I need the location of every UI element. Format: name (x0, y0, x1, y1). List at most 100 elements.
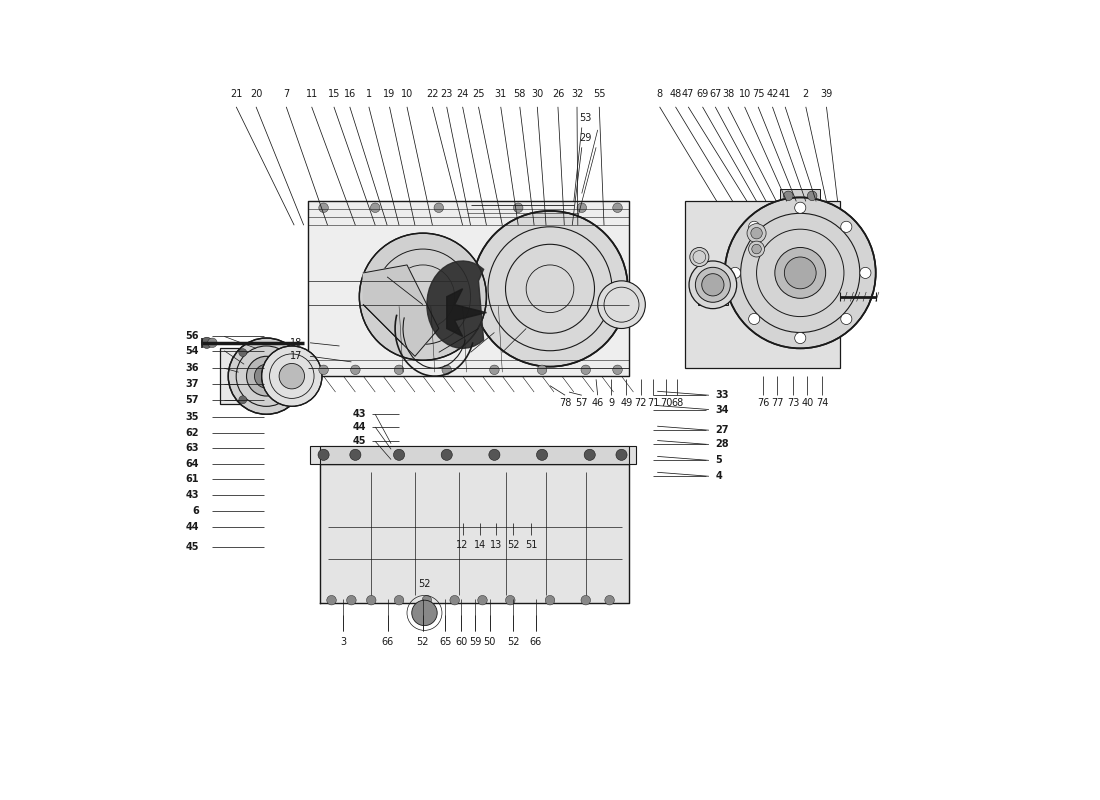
Circle shape (318, 450, 329, 460)
Text: 66: 66 (382, 638, 394, 647)
Text: 9: 9 (608, 398, 614, 408)
Text: 6: 6 (192, 506, 199, 516)
Text: 52: 52 (507, 638, 519, 647)
Text: 46: 46 (592, 398, 604, 408)
Circle shape (749, 222, 760, 232)
Text: 35: 35 (186, 413, 199, 422)
Bar (780, 189, 821, 203)
Circle shape (794, 333, 806, 343)
Circle shape (751, 227, 762, 239)
Text: 71: 71 (647, 398, 660, 408)
Text: 73: 73 (786, 398, 800, 408)
Circle shape (581, 365, 591, 374)
Text: 52: 52 (507, 539, 519, 550)
Text: 45: 45 (186, 542, 199, 552)
Text: 43: 43 (186, 490, 199, 500)
Text: 14: 14 (474, 539, 486, 550)
Circle shape (327, 595, 337, 605)
Circle shape (279, 363, 305, 389)
Text: 21: 21 (230, 89, 242, 99)
Text: 60: 60 (455, 638, 468, 647)
Circle shape (584, 450, 595, 460)
Text: 69: 69 (696, 89, 708, 99)
Circle shape (537, 450, 548, 460)
Text: 2: 2 (803, 89, 808, 99)
Text: 34: 34 (715, 405, 728, 414)
Text: 25: 25 (472, 89, 485, 99)
Circle shape (605, 595, 614, 605)
Circle shape (246, 356, 286, 396)
Text: 57: 57 (186, 395, 199, 405)
Text: 7: 7 (283, 89, 289, 99)
Text: 8: 8 (657, 89, 662, 99)
Circle shape (749, 314, 760, 325)
Text: 31: 31 (495, 89, 507, 99)
Circle shape (351, 365, 360, 374)
Circle shape (442, 365, 451, 374)
Circle shape (477, 595, 487, 605)
Text: 11: 11 (306, 89, 318, 99)
Text: 74: 74 (816, 398, 828, 408)
Bar (685, 202, 840, 368)
Text: 15: 15 (328, 89, 340, 99)
Text: 37: 37 (186, 379, 199, 389)
Circle shape (695, 267, 730, 302)
Text: 52: 52 (418, 579, 431, 590)
Text: 5: 5 (715, 455, 722, 466)
Text: 36: 36 (186, 363, 199, 374)
Circle shape (441, 450, 452, 460)
Circle shape (537, 365, 547, 374)
Circle shape (366, 595, 376, 605)
Text: 16: 16 (343, 89, 356, 99)
Circle shape (784, 257, 816, 289)
Circle shape (689, 261, 737, 309)
Circle shape (239, 349, 246, 357)
Text: 57: 57 (575, 398, 589, 408)
Circle shape (254, 364, 278, 388)
Circle shape (613, 203, 623, 213)
Text: 10: 10 (738, 89, 751, 99)
Circle shape (239, 396, 246, 404)
Circle shape (581, 595, 591, 605)
Circle shape (411, 600, 437, 626)
Text: 28: 28 (715, 439, 729, 450)
Text: 1: 1 (366, 89, 372, 99)
Circle shape (578, 203, 586, 213)
Text: 55: 55 (593, 89, 605, 99)
Circle shape (394, 595, 404, 605)
Text: 32: 32 (571, 89, 583, 99)
Circle shape (371, 203, 380, 213)
Text: 43: 43 (352, 410, 365, 419)
Text: 30: 30 (531, 89, 543, 99)
Polygon shape (363, 265, 439, 356)
Text: 66: 66 (529, 638, 542, 647)
Text: 70: 70 (660, 398, 672, 408)
Text: 22: 22 (426, 89, 439, 99)
Circle shape (840, 314, 851, 325)
Circle shape (490, 365, 499, 374)
Text: 56: 56 (186, 331, 199, 342)
Text: 12: 12 (456, 539, 469, 550)
Text: 18: 18 (290, 338, 303, 348)
Text: 64: 64 (186, 458, 199, 469)
Circle shape (450, 595, 460, 605)
Circle shape (208, 338, 217, 347)
Circle shape (690, 247, 708, 266)
Text: 19: 19 (384, 89, 396, 99)
Text: 42: 42 (767, 89, 779, 99)
Text: 45: 45 (352, 436, 365, 446)
Text: 26: 26 (552, 89, 564, 99)
Circle shape (488, 450, 499, 460)
Text: 75: 75 (752, 89, 764, 99)
Text: 54: 54 (186, 346, 199, 356)
Circle shape (434, 203, 443, 213)
Circle shape (472, 211, 628, 366)
Bar (697, 265, 728, 305)
Circle shape (286, 349, 294, 357)
Text: 41: 41 (779, 89, 791, 99)
Text: 63: 63 (186, 442, 199, 453)
Circle shape (394, 365, 404, 374)
Circle shape (725, 198, 876, 348)
Text: 27: 27 (715, 425, 728, 435)
Text: 4: 4 (715, 471, 722, 482)
